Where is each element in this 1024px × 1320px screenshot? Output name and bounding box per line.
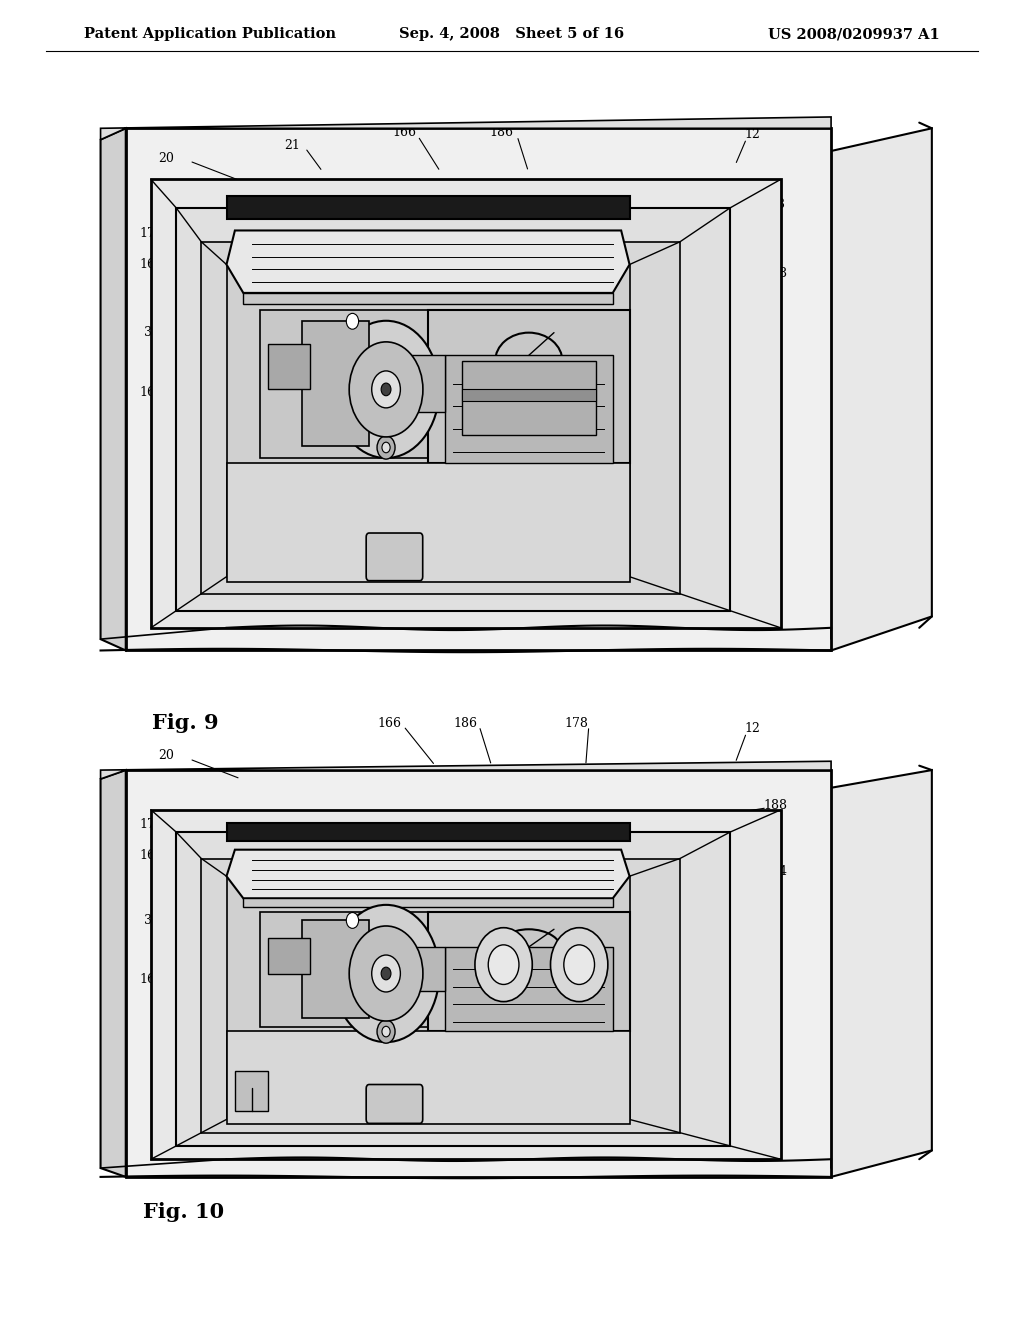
Text: 12: 12 — [744, 128, 761, 141]
Polygon shape — [226, 1031, 630, 1123]
Text: 174: 174 — [541, 561, 565, 574]
Polygon shape — [260, 912, 428, 1027]
Polygon shape — [226, 876, 630, 1119]
Text: Fig. 9: Fig. 9 — [152, 713, 218, 734]
Text: Patent Application Publication: Patent Application Publication — [84, 28, 336, 41]
Text: 175: 175 — [502, 1125, 526, 1138]
Text: 171: 171 — [406, 1125, 430, 1138]
Text: 166: 166 — [392, 125, 417, 139]
Polygon shape — [226, 850, 630, 899]
Circle shape — [381, 383, 391, 396]
Text: 20: 20 — [158, 152, 174, 165]
Circle shape — [377, 436, 395, 459]
Circle shape — [349, 927, 423, 1022]
Circle shape — [346, 912, 358, 928]
Text: 172: 172 — [498, 561, 522, 574]
FancyBboxPatch shape — [367, 533, 423, 581]
Text: 28: 28 — [287, 554, 303, 568]
Text: 169: 169 — [139, 257, 164, 271]
Text: 20: 20 — [158, 748, 174, 762]
Circle shape — [551, 928, 608, 1002]
Circle shape — [377, 1020, 395, 1043]
Text: 178: 178 — [564, 717, 589, 730]
Text: 176: 176 — [739, 350, 764, 363]
Text: 170: 170 — [139, 227, 164, 240]
Circle shape — [382, 442, 390, 453]
Polygon shape — [226, 231, 630, 293]
Text: Fig. 10: Fig. 10 — [143, 1201, 224, 1222]
Circle shape — [333, 906, 439, 1043]
Circle shape — [372, 956, 400, 993]
Text: 174: 174 — [597, 1118, 622, 1131]
Polygon shape — [444, 355, 612, 463]
Circle shape — [475, 928, 532, 1002]
Circle shape — [372, 371, 400, 408]
Text: 21: 21 — [284, 139, 300, 152]
Polygon shape — [244, 293, 612, 304]
Text: 35: 35 — [143, 326, 160, 339]
Text: US 2008/0209937 A1: US 2008/0209937 A1 — [768, 28, 940, 41]
Polygon shape — [100, 128, 126, 651]
Polygon shape — [394, 946, 444, 991]
Text: 165: 165 — [139, 385, 164, 399]
Polygon shape — [226, 197, 630, 219]
Polygon shape — [226, 264, 630, 577]
Polygon shape — [176, 207, 730, 611]
Text: 12: 12 — [744, 722, 761, 735]
Polygon shape — [302, 321, 370, 446]
Text: 166: 166 — [377, 717, 401, 730]
Polygon shape — [202, 858, 680, 1133]
Text: 186: 186 — [454, 717, 478, 730]
Polygon shape — [462, 360, 596, 434]
Text: 176: 176 — [742, 966, 767, 979]
Text: 188: 188 — [763, 267, 787, 280]
Text: 184: 184 — [763, 865, 787, 878]
Polygon shape — [268, 345, 310, 389]
Polygon shape — [151, 810, 780, 1159]
Circle shape — [349, 342, 423, 437]
Text: 169: 169 — [139, 849, 164, 862]
Text: 170: 170 — [139, 818, 164, 832]
Polygon shape — [831, 128, 932, 651]
Polygon shape — [444, 946, 612, 1031]
Text: Sep. 4, 2008   Sheet 5 of 16: Sep. 4, 2008 Sheet 5 of 16 — [399, 28, 625, 41]
Polygon shape — [260, 310, 428, 458]
Polygon shape — [126, 770, 831, 1177]
Polygon shape — [244, 899, 612, 907]
Polygon shape — [234, 1071, 268, 1110]
Polygon shape — [428, 310, 630, 463]
Circle shape — [564, 945, 595, 985]
Text: 165: 165 — [139, 973, 164, 986]
Polygon shape — [226, 463, 630, 582]
Polygon shape — [831, 770, 932, 1177]
Text: 28: 28 — [330, 1122, 346, 1135]
Polygon shape — [302, 920, 370, 1018]
Polygon shape — [462, 389, 596, 401]
Polygon shape — [100, 762, 831, 779]
Polygon shape — [100, 117, 831, 140]
Polygon shape — [151, 180, 780, 628]
Polygon shape — [100, 770, 126, 1177]
Polygon shape — [226, 824, 630, 841]
Polygon shape — [202, 242, 680, 594]
Circle shape — [488, 945, 519, 985]
Polygon shape — [268, 939, 310, 974]
Polygon shape — [428, 912, 630, 1031]
Circle shape — [333, 321, 439, 458]
Circle shape — [381, 968, 391, 979]
Circle shape — [346, 313, 358, 329]
FancyBboxPatch shape — [367, 1085, 423, 1123]
Text: 186: 186 — [489, 125, 514, 139]
Circle shape — [382, 1027, 390, 1038]
Text: 182: 182 — [239, 1118, 263, 1131]
Text: 35: 35 — [143, 913, 160, 927]
Text: 178: 178 — [761, 198, 785, 211]
Text: 171: 171 — [385, 561, 410, 574]
Polygon shape — [394, 355, 444, 412]
Polygon shape — [176, 832, 730, 1146]
Polygon shape — [126, 128, 831, 651]
Text: 188: 188 — [763, 799, 787, 812]
